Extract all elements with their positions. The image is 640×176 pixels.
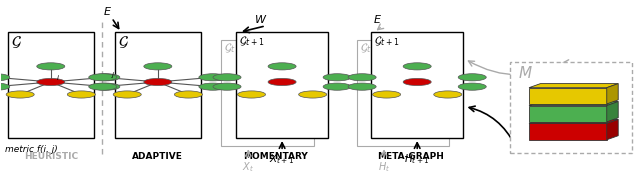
- Circle shape: [89, 83, 116, 90]
- Circle shape: [0, 74, 10, 81]
- Circle shape: [213, 74, 241, 81]
- FancyBboxPatch shape: [357, 40, 449, 146]
- Text: $X_{t+1}$: $X_{t+1}$: [269, 152, 295, 166]
- FancyBboxPatch shape: [115, 32, 201, 138]
- FancyBboxPatch shape: [529, 124, 607, 140]
- Circle shape: [299, 91, 326, 98]
- Text: i: i: [57, 75, 59, 81]
- FancyBboxPatch shape: [510, 62, 632, 153]
- Circle shape: [67, 91, 95, 98]
- Polygon shape: [607, 84, 618, 104]
- Text: $\mathcal{G}_{t+1}$: $\mathcal{G}_{t+1}$: [239, 34, 264, 48]
- Text: $\mathcal{G}_t$: $\mathcal{G}_t$: [225, 41, 236, 55]
- Circle shape: [348, 74, 376, 81]
- Text: META-GRAPH: META-GRAPH: [378, 152, 444, 161]
- Circle shape: [237, 91, 266, 98]
- Circle shape: [174, 91, 202, 98]
- Text: $\mathcal{G}_{t+1}$: $\mathcal{G}_{t+1}$: [374, 34, 399, 48]
- Circle shape: [36, 78, 65, 86]
- Circle shape: [458, 74, 486, 81]
- Text: $\mathcal{G}_t$: $\mathcal{G}_t$: [360, 41, 372, 55]
- Text: $H_{t+1}$: $H_{t+1}$: [404, 152, 430, 166]
- Text: W: W: [255, 15, 266, 25]
- Circle shape: [92, 83, 120, 90]
- Circle shape: [113, 91, 141, 98]
- Text: ADAPTIVE: ADAPTIVE: [132, 152, 183, 161]
- Text: metric f(i, j): metric f(i, j): [4, 145, 58, 154]
- Polygon shape: [607, 102, 618, 122]
- Circle shape: [144, 63, 172, 70]
- Circle shape: [323, 74, 351, 81]
- Text: E: E: [374, 15, 381, 25]
- Circle shape: [213, 83, 241, 90]
- FancyBboxPatch shape: [529, 106, 607, 122]
- Circle shape: [403, 63, 431, 70]
- Circle shape: [89, 74, 116, 81]
- Circle shape: [458, 83, 486, 90]
- Circle shape: [403, 78, 431, 86]
- Text: MOMENTARY: MOMENTARY: [243, 152, 308, 161]
- Text: $M$: $M$: [518, 65, 532, 81]
- Circle shape: [199, 83, 227, 90]
- FancyBboxPatch shape: [529, 88, 607, 104]
- Circle shape: [323, 83, 351, 90]
- Polygon shape: [529, 84, 618, 88]
- Circle shape: [268, 63, 296, 70]
- Text: j: j: [112, 72, 114, 78]
- Circle shape: [0, 83, 10, 90]
- Circle shape: [372, 91, 401, 98]
- Circle shape: [268, 78, 296, 86]
- FancyBboxPatch shape: [236, 32, 328, 138]
- Text: E: E: [104, 7, 111, 17]
- Circle shape: [92, 74, 120, 81]
- Text: $\mathcal{G}$: $\mathcal{G}$: [11, 34, 22, 50]
- FancyBboxPatch shape: [8, 32, 94, 138]
- Circle shape: [6, 91, 34, 98]
- Circle shape: [199, 74, 227, 81]
- Polygon shape: [529, 102, 618, 106]
- Text: $\mathcal{G}$: $\mathcal{G}$: [118, 34, 129, 50]
- Text: $H_t$: $H_t$: [378, 160, 390, 174]
- FancyBboxPatch shape: [221, 40, 314, 146]
- Circle shape: [434, 91, 462, 98]
- Text: HEURISTIC: HEURISTIC: [24, 152, 78, 161]
- Text: $X_t$: $X_t$: [243, 160, 254, 174]
- Circle shape: [144, 78, 172, 86]
- Polygon shape: [529, 120, 618, 124]
- FancyBboxPatch shape: [371, 32, 463, 138]
- Polygon shape: [607, 120, 618, 140]
- Circle shape: [348, 83, 376, 90]
- Circle shape: [36, 63, 65, 70]
